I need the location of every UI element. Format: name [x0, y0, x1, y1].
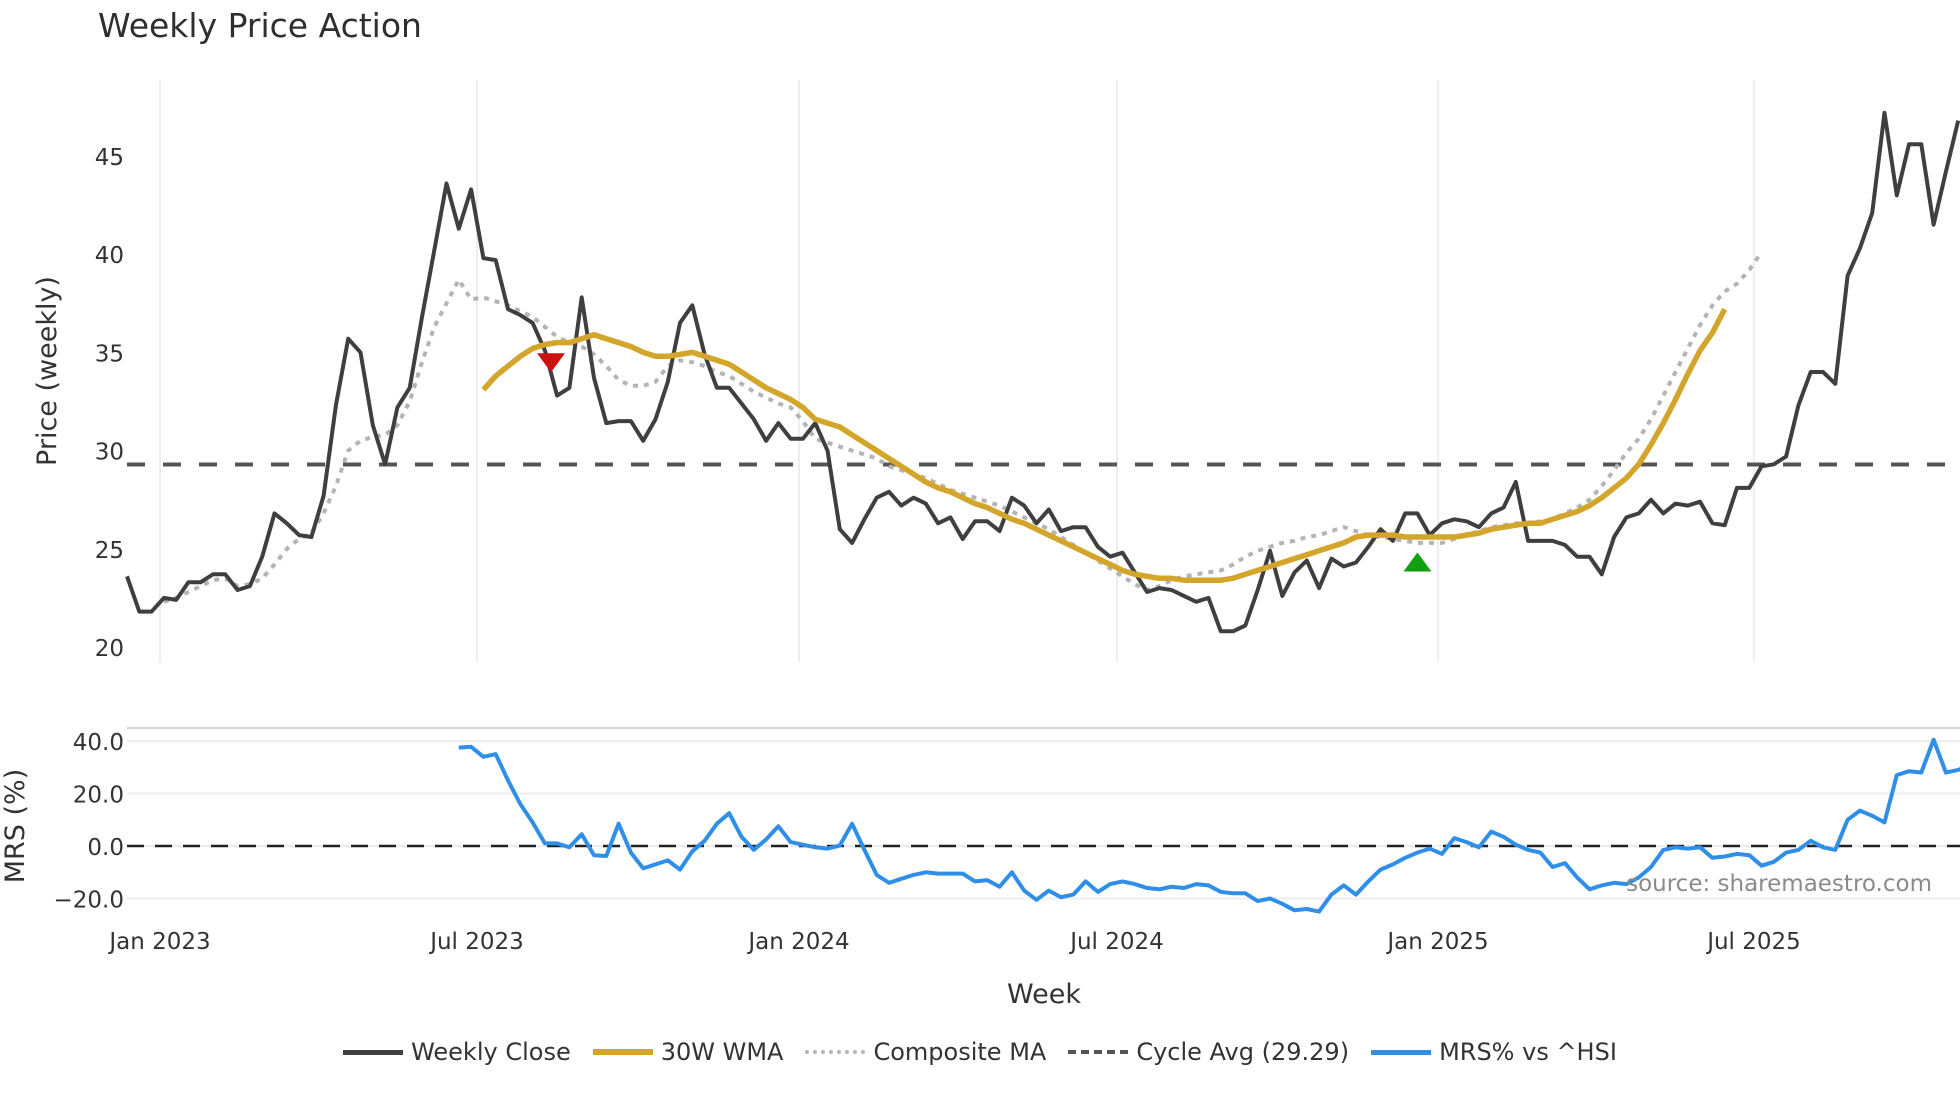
legend-label: Composite MA — [873, 1038, 1047, 1066]
legend-label: Weekly Close — [411, 1038, 571, 1066]
legend-item-cycle-avg[interactable]: Cycle Avg (29.29) — [1068, 1038, 1349, 1066]
legend-label: Cycle Avg (29.29) — [1136, 1038, 1350, 1066]
mrs-y-axis-label: MRS (%) — [0, 769, 31, 884]
svg-text:35: 35 — [95, 341, 124, 367]
x-axis-ticks: Jan 2023 Jul 2023 Jan 2024 Jul 2024 Jan 2025… — [107, 929, 1800, 955]
price-y-axis-ticks: 20 25 30 35 40 45 — [95, 145, 124, 662]
svg-text:40.0: 40.0 — [73, 730, 124, 756]
signal-markers — [537, 353, 1432, 572]
svg-text:Jul 2024: Jul 2024 — [1068, 929, 1164, 955]
chart-title: Weekly Price Action — [98, 6, 422, 45]
legend-item-wma[interactable]: 30W WMA — [592, 1038, 784, 1066]
buy-signal-triangle-up-icon — [1403, 552, 1432, 572]
svg-text:30: 30 — [95, 440, 124, 466]
svg-text:20: 20 — [95, 636, 124, 662]
composite-swatch-icon — [805, 1050, 866, 1054]
mrs-swatch-icon — [1371, 1049, 1432, 1055]
legend: Weekly Close 30W WMA Composite MA Cycle … — [0, 1038, 1960, 1066]
source-note: source: sharemaestro.com — [1626, 871, 1932, 897]
svg-text:20.0: 20.0 — [73, 783, 124, 809]
legend-label: MRS% vs ^HSI — [1439, 1038, 1617, 1066]
mrs-line — [458, 737, 1960, 914]
x-axis-label: Week — [1007, 979, 1081, 1010]
wma-30w-line — [481, 307, 1728, 583]
legend-label: 30W WMA — [660, 1038, 784, 1066]
svg-text:Jan 2023: Jan 2023 — [107, 929, 210, 955]
weekly-close-line — [125, 110, 1960, 634]
legend-item-mrs[interactable]: MRS% vs ^HSI — [1371, 1038, 1617, 1066]
mrs-y-axis-ticks: 40.0 20.0 0.0 −20.0 — [54, 730, 124, 914]
composite-ma-line — [163, 251, 1764, 604]
svg-text:Jul 2025: Jul 2025 — [1705, 929, 1801, 955]
svg-text:0.0: 0.0 — [87, 835, 124, 861]
weekly-close-swatch-icon — [343, 1049, 404, 1055]
svg-text:−20.0: −20.0 — [54, 888, 124, 914]
price-vertical-gridlines — [159, 80, 1755, 662]
svg-text:45: 45 — [95, 145, 124, 171]
svg-text:Jan 2025: Jan 2025 — [1385, 929, 1488, 955]
legend-item-weekly-close[interactable]: Weekly Close — [343, 1038, 571, 1066]
svg-text:Jul 2023: Jul 2023 — [428, 929, 524, 955]
sell-signal-triangle-down-icon — [537, 353, 566, 373]
svg-text:25: 25 — [95, 538, 124, 564]
svg-text:40: 40 — [95, 243, 124, 269]
legend-item-composite-ma[interactable]: Composite MA — [805, 1038, 1046, 1066]
svg-text:Jan 2024: Jan 2024 — [746, 929, 849, 955]
price-y-axis-label: Price (weekly) — [32, 276, 63, 466]
cycle-swatch-icon — [1068, 1050, 1129, 1054]
wma-swatch-icon — [592, 1049, 653, 1055]
